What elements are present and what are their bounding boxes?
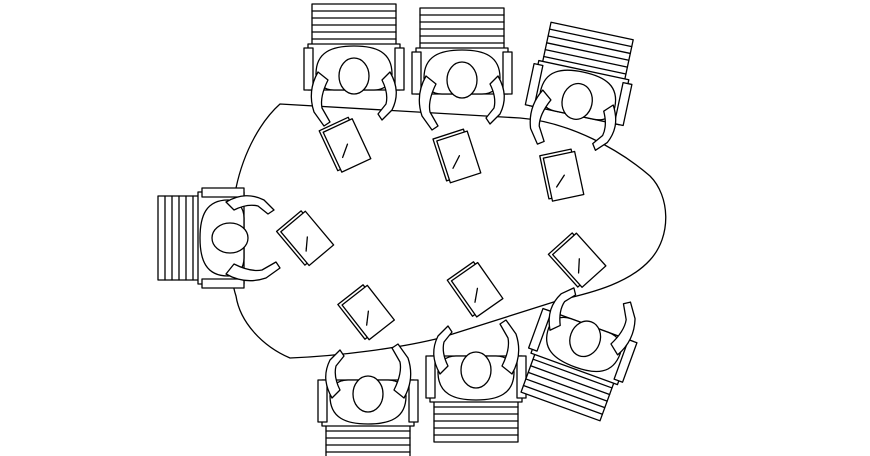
document-icon — [277, 209, 334, 268]
document-bottom-left — [338, 283, 395, 342]
chair-icon — [318, 344, 418, 456]
seat-top-right — [518, 21, 641, 161]
document-bottom-right — [548, 231, 605, 289]
document-icon — [433, 128, 481, 184]
document-icon — [548, 231, 605, 289]
chair-icon — [412, 8, 512, 130]
seat-bottom-left — [318, 344, 418, 456]
chair-icon — [158, 188, 280, 288]
document-top-right — [540, 149, 584, 202]
seat-top-middle — [412, 8, 512, 130]
document-icon — [540, 149, 584, 202]
seat-head-left — [158, 188, 280, 288]
document-bottom-middle — [447, 260, 503, 319]
chair-icon — [518, 21, 641, 161]
document-icon — [338, 283, 395, 342]
seat-bottom-middle — [426, 320, 526, 442]
chair-icon — [426, 320, 526, 442]
seat-bottom-right — [514, 275, 650, 424]
document-icon — [447, 260, 503, 319]
document-top-middle — [433, 128, 481, 184]
chair-icon — [514, 275, 650, 424]
document-head-left — [277, 209, 334, 268]
